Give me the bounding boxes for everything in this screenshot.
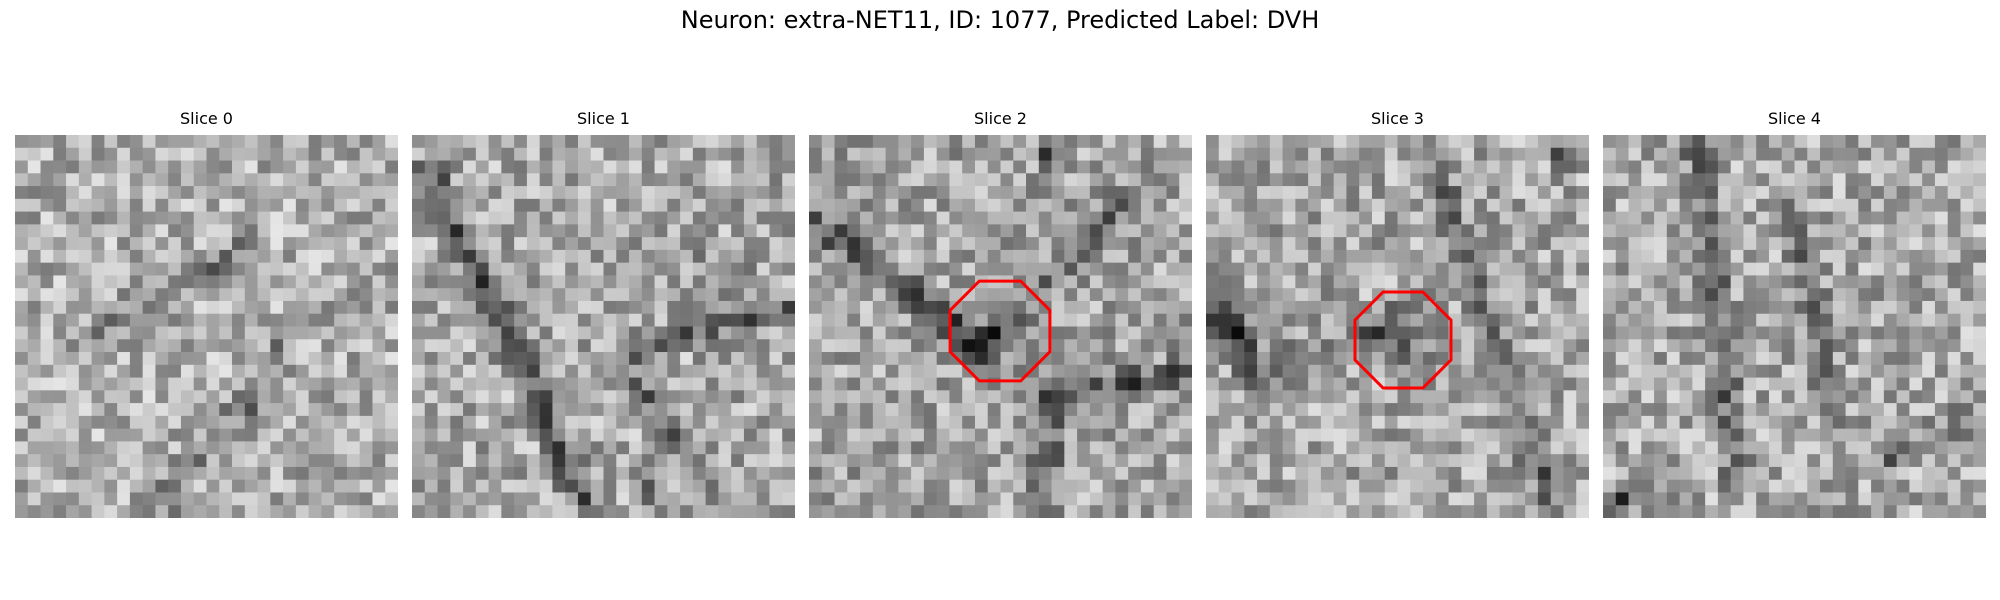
slice-image (412, 135, 795, 518)
slice-title: Slice 3 (1371, 109, 1424, 128)
slice-panel-3: Slice 3 (1206, 108, 1589, 518)
slice-title: Slice 2 (974, 109, 1027, 128)
slice-title: Slice 4 (1768, 109, 1821, 128)
slice-panel-4: Slice 4 (1603, 108, 1986, 518)
slice-panel-0: Slice 0 (15, 108, 398, 518)
slice-title: Slice 1 (577, 109, 630, 128)
slice-image (1603, 135, 1986, 518)
figure-title: Neuron: extra-NET11, ID: 1077, Predicted… (680, 6, 1320, 34)
slice-panel-2: Slice 2 (809, 108, 1192, 518)
roi-octagon-marker (1353, 290, 1453, 390)
slice-image (809, 135, 1192, 518)
slice-image (15, 135, 398, 518)
slice-image (1206, 135, 1589, 518)
roi-octagon-marker (948, 279, 1052, 383)
slice-title: Slice 0 (180, 109, 233, 128)
slice-panel-1: Slice 1 (412, 108, 795, 518)
